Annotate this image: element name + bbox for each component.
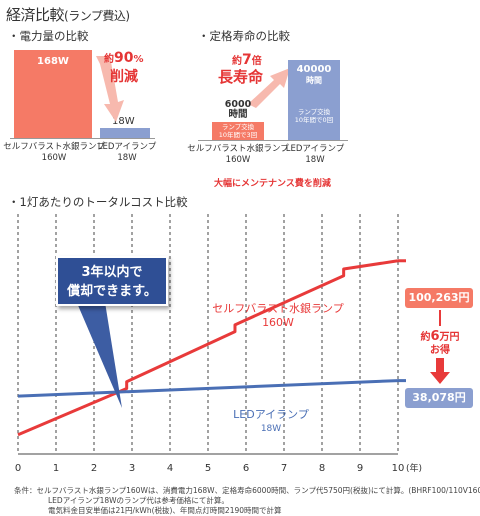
led-power-value: 18W	[112, 116, 135, 127]
savings-arrow-icon	[430, 358, 450, 384]
led-end-value: 38,078円	[405, 388, 473, 408]
reduce-arrow-icon	[96, 56, 124, 122]
x-tick-label: 1	[53, 463, 59, 474]
x-tick-label: 4	[167, 463, 173, 474]
x-tick-label: 3	[129, 463, 135, 474]
life-times-label: 約7倍	[232, 52, 262, 68]
life-note: 大幅にメンテナンス費を削減	[214, 179, 331, 189]
life-arrow-icon	[248, 68, 290, 108]
led-life-hours: 40000 時間	[296, 64, 332, 85]
mercury-power-value: 168W	[37, 56, 69, 67]
x-tick-label: 0	[15, 463, 21, 474]
x-tick-label: 2	[91, 463, 97, 474]
page-title: 経済比較(ランプ費込)	[6, 6, 130, 24]
footer-note-1: 条件：セルフバラスト水銀ランプ160Wは、消費電力168W、定格寿命6000時間…	[14, 486, 480, 495]
life-baseline	[198, 140, 348, 141]
x-tick-label: 6	[243, 463, 249, 474]
reduce-label: 約90%	[104, 50, 144, 66]
power-baseline	[10, 138, 155, 139]
section-cost-title: ・1灯あたりのトータルコスト比較	[8, 195, 188, 209]
mercury-cost-line	[17, 259, 399, 437]
x-axis-label: (年)	[406, 462, 422, 474]
mercury-power-bar: 168W	[14, 50, 92, 138]
savings-line-top	[439, 310, 441, 326]
footer-note-3: 電気料金目安単価は21円/kWh(税抜)、年間点灯時間2190時間で計算	[48, 506, 282, 515]
mercury-series-label: セルフバラスト水銀ランプ 160W	[212, 302, 344, 329]
reduce-word: 削減	[110, 69, 138, 85]
payback-callout: 3年以内で 償却できます。	[56, 256, 168, 306]
power-label-mercury: セルフバラスト水銀ランプ 160W	[3, 142, 105, 163]
section-life-title: ・定格寿命の比較	[198, 29, 290, 43]
mercury-life-hours: 6000 時間	[224, 99, 252, 120]
life-label-mercury: セルフバラスト水銀ランプ 160W	[187, 144, 289, 165]
callout-pointer-icon	[74, 296, 122, 408]
life-long-label: 長寿命	[218, 68, 264, 86]
mercury-life-box: ランプ交換 10年間で3回	[218, 123, 258, 139]
mercury-end-value: 100,263円	[405, 288, 473, 308]
led-cost-line	[17, 379, 399, 398]
power-label-led: LEDアイランプ 18W	[97, 142, 157, 163]
x-tick-label: 8	[319, 463, 325, 474]
x-tick-label: 9	[357, 463, 363, 474]
x-tick-label: 7	[281, 463, 287, 474]
footer-note-2: LEDアイランプ18Wのランプ代は参考価格にて計算。	[48, 496, 229, 505]
led-life-box: ランプ交換 10年間で0回	[294, 108, 334, 124]
led-life-bar: 40000 時間 ランプ交換 10年間で0回	[288, 60, 340, 140]
led-series-label: LEDアイランプ 18W	[233, 408, 309, 434]
life-label-led: LEDアイランプ 18W	[285, 144, 345, 165]
mercury-life-bar: ランプ交換 10年間で3回	[212, 122, 264, 140]
page-subtitle: (ランプ費込)	[64, 9, 130, 23]
x-tick-label: 10	[392, 463, 405, 474]
section-power-title: ・電力量の比較	[8, 29, 89, 43]
x-tick-label: 5	[205, 463, 211, 474]
savings-label: 約6万円 お得	[420, 329, 460, 356]
led-power-bar	[100, 128, 150, 138]
